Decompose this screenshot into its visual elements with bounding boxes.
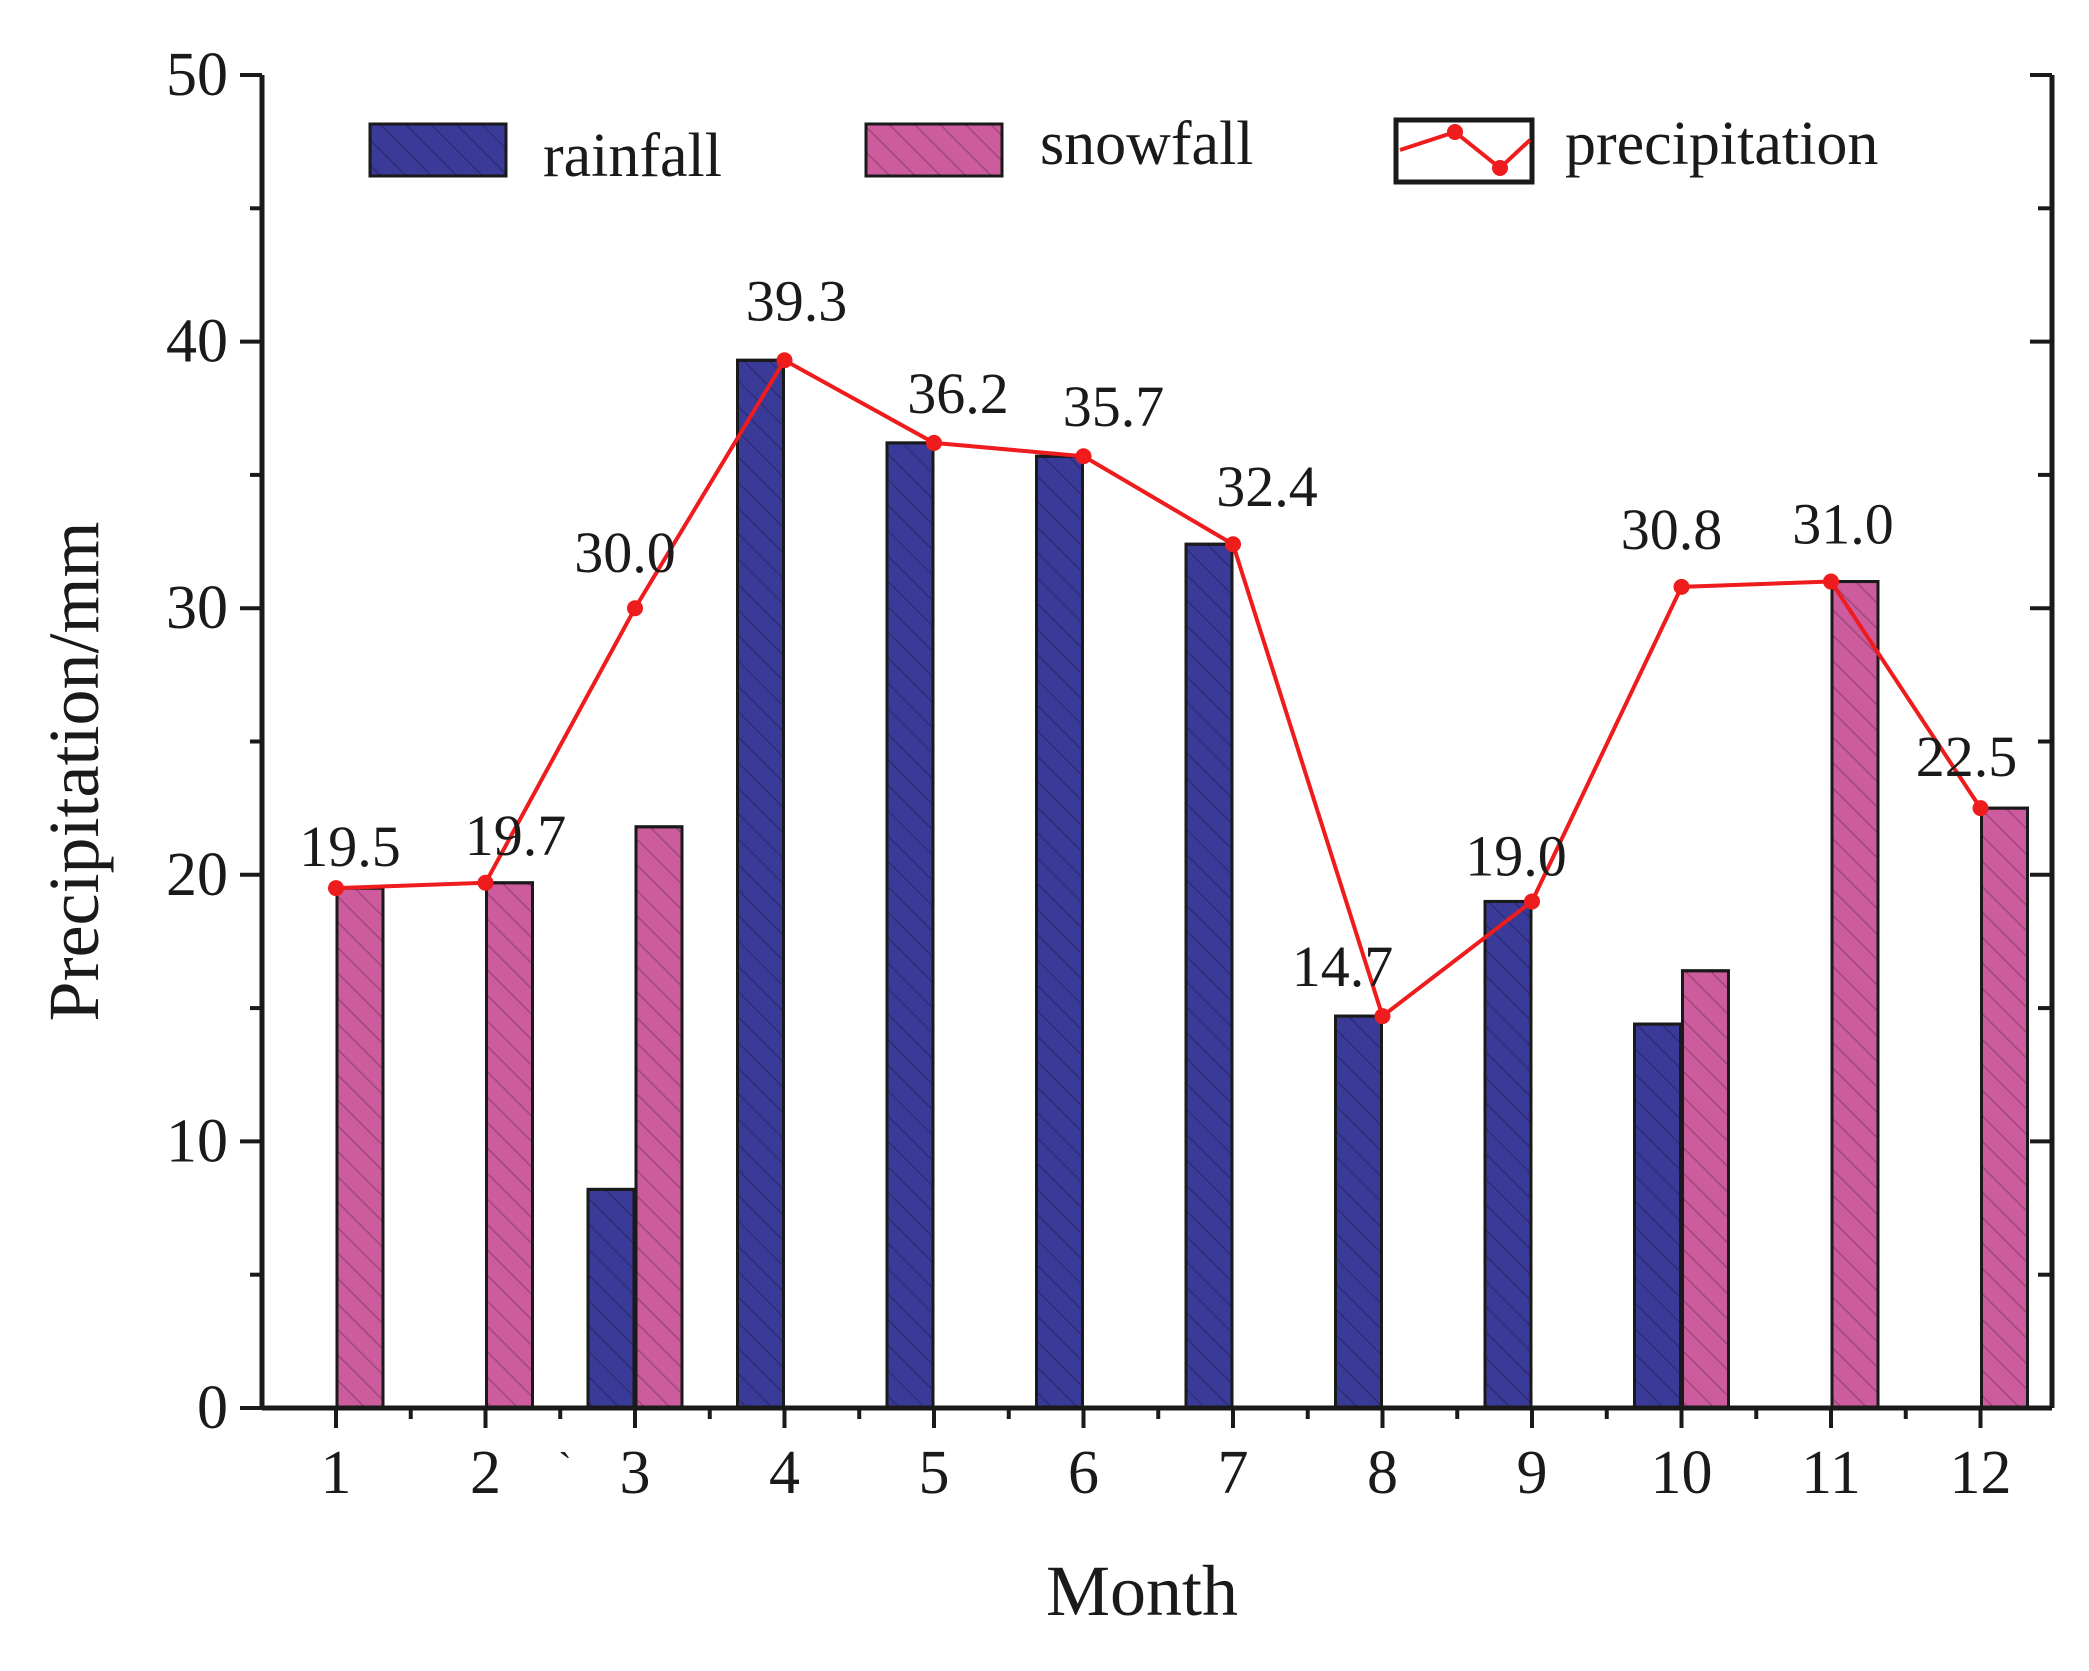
legend-rainfall-label: rainfall bbox=[543, 122, 722, 190]
x-tick-label: 3 bbox=[620, 1439, 651, 1507]
x-tick-label: 12 bbox=[1950, 1439, 2012, 1507]
legend-precipitation-label: precipitation bbox=[1565, 110, 1878, 178]
rainfall-bar-hatch bbox=[1334, 1014, 1383, 1410]
snowfall-bar-hatch bbox=[1681, 969, 1730, 1410]
precipitation-point-8 bbox=[1374, 1008, 1391, 1025]
legend-precipitation-box bbox=[1393, 117, 1535, 185]
x-tick-label: 2 bbox=[470, 1439, 501, 1507]
x-tick-label: 8 bbox=[1367, 1439, 1398, 1507]
y-tick-label: 50 bbox=[166, 41, 228, 109]
x-tick-label: 7 bbox=[1218, 1439, 1249, 1507]
x-tick-label: 9 bbox=[1517, 1439, 1548, 1507]
precipitation-label-4: 39.3 bbox=[746, 268, 848, 333]
y-tick-label: 40 bbox=[166, 308, 228, 376]
rainfall-bar-hatch bbox=[736, 358, 785, 1410]
precipitation-label-9: 19.0 bbox=[1465, 823, 1567, 888]
precipitation-point-3 bbox=[627, 600, 643, 617]
y-axis-title: Precipitation/mm bbox=[34, 522, 114, 1022]
precipitation-label-6: 35.7 bbox=[1063, 374, 1165, 439]
precipitation-point-6 bbox=[1075, 448, 1092, 465]
rainfall-bar-hatch bbox=[885, 441, 935, 1410]
precipitation-point-2 bbox=[477, 874, 494, 891]
precipitation-point-7 bbox=[1225, 536, 1241, 553]
y-tick-label: 10 bbox=[166, 1107, 228, 1175]
legend-snowfall-label: snowfall bbox=[1040, 110, 1254, 178]
y-tick-label: 0 bbox=[197, 1374, 228, 1442]
precipitation-point-5 bbox=[926, 434, 942, 451]
legend: rainfall snowfall precipitation bbox=[368, 110, 1878, 190]
precipitation-label-12: 22.5 bbox=[1916, 724, 2018, 789]
x-tick-label: 10 bbox=[1651, 1439, 1713, 1507]
rainfall-bar-hatch bbox=[1483, 899, 1533, 1410]
rainfall-bar-hatch bbox=[1184, 542, 1234, 1410]
x-axis-title: Month bbox=[1046, 1551, 1238, 1631]
legend-precipitation-marker bbox=[1447, 124, 1463, 140]
snowfall-bar-hatch bbox=[335, 886, 385, 1410]
x-tick-label: 11 bbox=[1801, 1439, 1861, 1507]
snowfall-bar-hatch bbox=[1830, 580, 1880, 1410]
precipitation-point-1 bbox=[328, 880, 344, 897]
legend-precipitation-marker bbox=[1492, 160, 1508, 176]
rainfall-bar-hatch bbox=[1633, 1022, 1682, 1410]
precipitation-label-7: 32.4 bbox=[1216, 454, 1318, 519]
snowfall-bar-hatch bbox=[634, 825, 684, 1410]
precipitation-label-8: 14.7 bbox=[1292, 934, 1394, 999]
precipitation-line bbox=[335, 358, 1983, 1019]
precipitation-label-3: 30.0 bbox=[574, 520, 676, 585]
rainfall-bar-hatch bbox=[586, 1187, 636, 1410]
precipitation-label-5: 36.2 bbox=[907, 361, 1009, 426]
y-tick-label: 20 bbox=[166, 841, 228, 909]
x-tick-label: 1 bbox=[321, 1439, 352, 1507]
y-tick-label: 30 bbox=[166, 574, 228, 642]
x-tick-label: 5 bbox=[919, 1439, 950, 1507]
legend-snowfall-hatch bbox=[866, 124, 1002, 176]
precipitation-label-2: 19.7 bbox=[465, 803, 567, 868]
snowfall-bar-hatch bbox=[485, 881, 534, 1410]
precipitation-point-12 bbox=[1972, 800, 1989, 817]
rainfall-bar-hatch bbox=[1035, 454, 1084, 1410]
snowfall-bar-hatch bbox=[1980, 806, 2029, 1410]
x-tick-label: 4 bbox=[769, 1439, 800, 1507]
legend-precipitation-line bbox=[1399, 129, 1532, 171]
precipitation-label-10: 30.8 bbox=[1621, 497, 1723, 562]
stray-mark: ` bbox=[558, 1444, 571, 1489]
x-tick-label: 6 bbox=[1068, 1439, 1099, 1507]
precipitation-point-10 bbox=[1673, 578, 1690, 595]
precipitation-point-11 bbox=[1823, 573, 1839, 590]
precipitation-label-11: 31.0 bbox=[1792, 492, 1894, 557]
precipitation-point-9 bbox=[1524, 893, 1540, 910]
precipitation-label-1: 19.5 bbox=[299, 814, 401, 879]
precipitation-point-4 bbox=[776, 352, 793, 369]
legend-rainfall-hatch bbox=[370, 124, 506, 176]
